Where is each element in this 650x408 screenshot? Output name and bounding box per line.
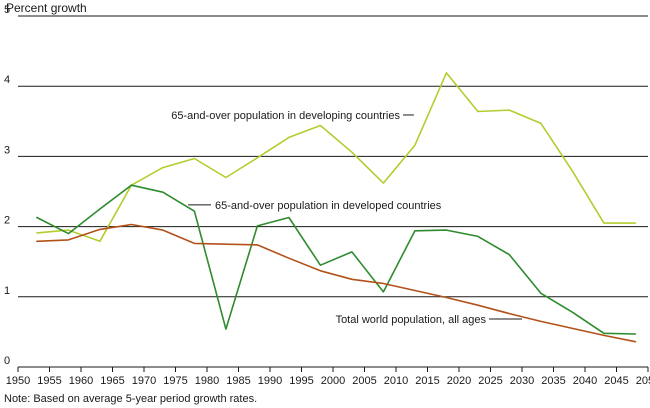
x-tick-label: 1950 — [6, 375, 30, 387]
grid-lines — [18, 15, 648, 298]
y-tick-label: 3 — [4, 144, 10, 156]
series-lines — [36, 72, 637, 343]
y-tick-label: 1 — [4, 285, 10, 297]
y-tick-label: 5 — [4, 4, 10, 16]
x-tick-labels: 1950 1955 1960 1965 1970 1975 1980 1985 1990 1995… — [6, 375, 650, 387]
y-tick-labels: 0 1 2 3 4 5 — [4, 4, 10, 367]
x-tick-label: 2020 — [447, 375, 471, 387]
y-tick-label: 0 — [4, 355, 10, 367]
x-tick-label: 2000 — [321, 375, 345, 387]
x-tick-label: 1995 — [289, 375, 313, 387]
x-tick-label: 2035 — [541, 375, 565, 387]
label-leaders — [188, 114, 522, 320]
x-tick-label: 1990 — [258, 375, 282, 387]
y-tick-label: 2 — [4, 215, 10, 227]
x-tick-label: 2045 — [604, 375, 628, 387]
x-tick-label: 1965 — [100, 375, 124, 387]
x-tick-label: 2015 — [415, 375, 439, 387]
x-tick-label: 2010 — [384, 375, 408, 387]
x-tick-label: 1975 — [163, 375, 187, 387]
x-tick-label: 2025 — [478, 375, 502, 387]
x-tick-label: 1985 — [226, 375, 250, 387]
x-tick-label: 1960 — [69, 375, 93, 387]
y-axis-label: Percent growth — [6, 1, 87, 15]
series-line-world — [36, 223, 637, 343]
series-label-developed: 65-and-over population in developed coun… — [215, 200, 442, 212]
x-tick-label: 1955 — [37, 375, 61, 387]
series-line-developed — [36, 184, 637, 335]
footnote: Note: Based on average 5-year period gro… — [4, 393, 257, 405]
y-tick-label: 4 — [4, 74, 10, 86]
x-tick-label: 1970 — [132, 375, 156, 387]
x-tick-label: 2050 — [636, 375, 650, 387]
series-label-world: Total world population, all ages — [336, 314, 487, 326]
series-label-developing: 65-and-over population in developing cou… — [171, 110, 400, 122]
x-tick-label: 2040 — [573, 375, 597, 387]
x-tick-label: 2005 — [352, 375, 376, 387]
series-line-developing — [36, 72, 637, 243]
x-ticks — [17, 367, 649, 372]
x-tick-label: 2030 — [510, 375, 534, 387]
x-tick-label: 1980 — [195, 375, 219, 387]
